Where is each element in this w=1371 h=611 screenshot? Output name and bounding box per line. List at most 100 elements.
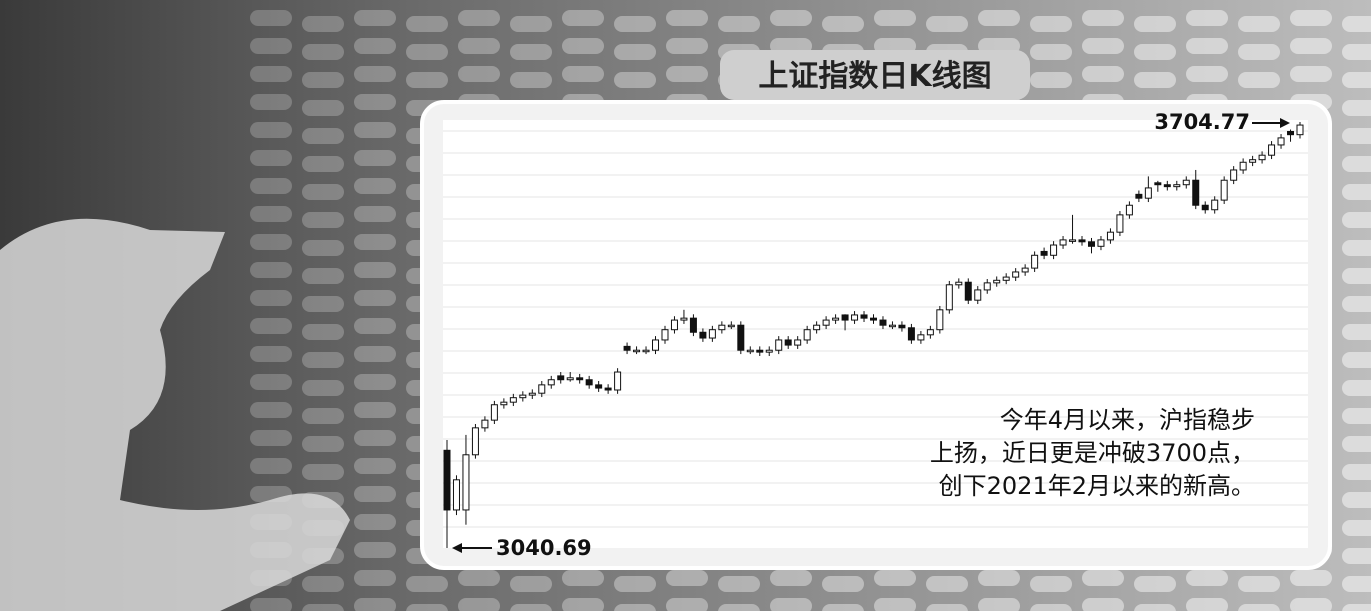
led-cell bbox=[354, 262, 396, 278]
led-cell bbox=[1342, 352, 1371, 368]
led-cell bbox=[822, 604, 864, 611]
led-cell bbox=[354, 206, 396, 222]
candle-body bbox=[775, 339, 783, 351]
candle-body bbox=[1078, 239, 1086, 243]
candle-body bbox=[974, 289, 982, 301]
led-cell bbox=[614, 16, 656, 32]
candle-body bbox=[803, 329, 811, 341]
candle-body bbox=[1012, 271, 1020, 278]
candle-body bbox=[1258, 154, 1266, 161]
led-cell bbox=[302, 16, 344, 32]
candle-body bbox=[784, 339, 792, 346]
candle-body bbox=[689, 317, 697, 333]
led-cell bbox=[978, 570, 1020, 586]
candle-body bbox=[680, 317, 688, 321]
led-cell bbox=[666, 66, 708, 82]
led-cell bbox=[1342, 296, 1371, 312]
ruled-lines bbox=[443, 120, 1308, 550]
candle-body bbox=[699, 331, 707, 339]
led-cell bbox=[1342, 380, 1371, 396]
led-cell bbox=[1342, 72, 1371, 88]
led-cell bbox=[1342, 408, 1371, 424]
led-cell bbox=[250, 122, 292, 138]
led-cell bbox=[666, 598, 708, 611]
candle-body bbox=[983, 282, 991, 291]
led-cell bbox=[510, 72, 552, 88]
led-cell bbox=[874, 10, 916, 26]
led-cell bbox=[458, 10, 500, 26]
led-cell bbox=[1186, 598, 1228, 611]
candle-body bbox=[1125, 204, 1133, 216]
candle-body bbox=[471, 427, 479, 456]
led-cell bbox=[302, 408, 344, 424]
candle-body bbox=[595, 384, 603, 389]
led-cell bbox=[354, 178, 396, 194]
candle-body bbox=[860, 314, 868, 319]
candle-body bbox=[718, 324, 726, 331]
led-cell bbox=[354, 94, 396, 110]
led-cell bbox=[1290, 38, 1332, 54]
candle-body bbox=[576, 377, 584, 381]
candle-body bbox=[547, 379, 555, 386]
led-cell bbox=[354, 374, 396, 390]
candle-body bbox=[481, 419, 489, 429]
led-cell bbox=[302, 184, 344, 200]
candle-body bbox=[519, 394, 527, 399]
candle-body bbox=[633, 349, 641, 353]
led-cell bbox=[354, 38, 396, 54]
candle-body bbox=[670, 319, 678, 331]
led-cell bbox=[822, 16, 864, 32]
led-cell bbox=[302, 464, 344, 480]
led-cell bbox=[1238, 44, 1280, 60]
candle-body bbox=[1287, 130, 1295, 136]
candle-body bbox=[955, 281, 963, 286]
led-cell bbox=[1342, 212, 1371, 228]
led-cell bbox=[614, 576, 656, 592]
candle-body bbox=[642, 349, 650, 353]
led-cell bbox=[406, 72, 448, 88]
led-cell bbox=[250, 290, 292, 306]
led-cell bbox=[302, 240, 344, 256]
candle-body bbox=[851, 314, 859, 321]
candle-body bbox=[964, 281, 972, 301]
led-cell bbox=[1134, 576, 1176, 592]
led-cell bbox=[1238, 72, 1280, 88]
candle-body bbox=[993, 279, 1001, 284]
candle-body bbox=[813, 324, 821, 331]
led-cell bbox=[1290, 10, 1332, 26]
led-cell bbox=[302, 296, 344, 312]
led-cell bbox=[354, 486, 396, 502]
led-cell bbox=[302, 44, 344, 60]
candle-body bbox=[945, 284, 953, 311]
led-cell bbox=[1030, 576, 1072, 592]
candle-body bbox=[1296, 124, 1304, 136]
led-cell bbox=[926, 604, 968, 611]
led-cell bbox=[1342, 268, 1371, 284]
led-cell bbox=[302, 128, 344, 144]
led-cell bbox=[874, 570, 916, 586]
led-cell bbox=[562, 598, 604, 611]
led-cell bbox=[354, 570, 396, 586]
led-cell bbox=[250, 458, 292, 474]
led-cell bbox=[1186, 38, 1228, 54]
led-cell bbox=[302, 576, 344, 592]
led-cell bbox=[250, 94, 292, 110]
led-cell bbox=[718, 604, 760, 611]
led-cell bbox=[562, 10, 604, 26]
led-cell bbox=[302, 324, 344, 340]
led-cell bbox=[1342, 44, 1371, 60]
led-cell bbox=[770, 598, 812, 611]
led-cell bbox=[562, 66, 604, 82]
led-cell bbox=[250, 234, 292, 250]
candle-body bbox=[832, 317, 840, 321]
led-cell bbox=[354, 542, 396, 558]
led-cell bbox=[1342, 548, 1371, 564]
led-cell bbox=[978, 10, 1020, 26]
led-cell bbox=[1030, 44, 1072, 60]
led-cell bbox=[302, 72, 344, 88]
candle-body bbox=[1220, 179, 1228, 201]
candle-body bbox=[1182, 179, 1190, 186]
led-cell bbox=[250, 206, 292, 222]
